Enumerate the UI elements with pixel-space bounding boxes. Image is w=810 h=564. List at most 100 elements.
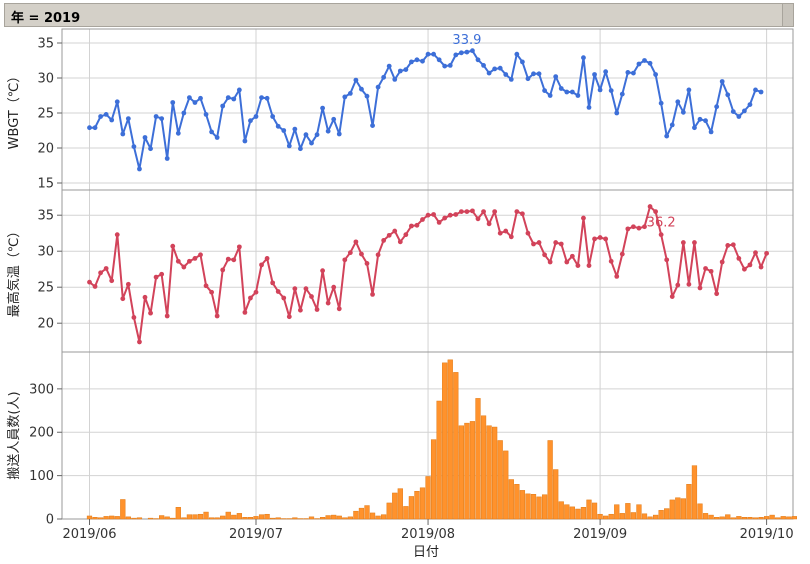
temp-point xyxy=(187,258,192,264)
count-panel xyxy=(86,359,797,520)
count-bar xyxy=(86,515,93,520)
count-y-tick-label: 300 xyxy=(29,382,54,397)
wbgt-point xyxy=(214,135,220,140)
count-bar xyxy=(292,517,298,520)
x-tick-label: 2019/08 xyxy=(401,527,455,542)
temp-point xyxy=(458,209,464,215)
count-bar xyxy=(419,487,426,520)
count-bar xyxy=(658,510,664,520)
wbgt-point xyxy=(298,146,303,152)
wbgt-y-tick-label: 35 xyxy=(37,37,54,52)
wbgt-point xyxy=(697,116,703,122)
count-bar xyxy=(652,514,659,520)
temp-point xyxy=(436,220,442,225)
x-axis-label: 日付 xyxy=(413,545,439,560)
temp-point xyxy=(647,204,653,209)
wbgt-point xyxy=(631,70,636,76)
x-tick-label: 2019/06 xyxy=(62,527,116,542)
temp-point xyxy=(342,257,348,263)
temp-point xyxy=(120,296,126,302)
count-bar xyxy=(447,359,453,520)
count-bar xyxy=(369,512,376,520)
count-bar xyxy=(547,440,553,520)
wbgt-point xyxy=(309,140,314,146)
count-bar xyxy=(342,517,348,520)
wbgt-point xyxy=(442,63,448,69)
count-bar xyxy=(630,512,637,520)
temp-point xyxy=(597,235,603,240)
wbgt-point xyxy=(520,59,525,65)
count-bar xyxy=(336,515,342,520)
temp-point xyxy=(114,232,120,238)
count-bar xyxy=(514,484,520,520)
group-header-title: 年 = 2019 xyxy=(11,11,81,26)
wbgt-point xyxy=(114,99,120,105)
temp-point xyxy=(680,240,686,245)
temp-point xyxy=(87,279,92,285)
wbgt-point xyxy=(187,95,192,100)
count-bar xyxy=(258,514,265,520)
wbgt-max-label: 33.9 xyxy=(452,33,481,48)
temp-point xyxy=(492,209,498,215)
wbgt-point xyxy=(203,112,209,117)
wbgt-point xyxy=(364,93,370,99)
wbgt-point xyxy=(331,116,337,122)
header-scroll-handle[interactable] xyxy=(782,4,793,26)
wbgt-point xyxy=(458,50,464,56)
count-bar xyxy=(414,490,420,520)
wbgt-point xyxy=(409,59,414,65)
wbgt-point xyxy=(642,58,647,63)
wbgt-series-line xyxy=(89,49,762,170)
temp-point xyxy=(675,282,681,288)
temp-point xyxy=(286,314,292,320)
x-tick-label: 2019/10 xyxy=(740,527,794,542)
count-bar xyxy=(464,422,470,520)
wbgt-point xyxy=(586,105,592,110)
wbgt-point xyxy=(669,122,675,128)
temp-point xyxy=(364,261,370,266)
count-bar xyxy=(591,502,598,520)
temp-point xyxy=(697,285,703,291)
wbgt-point xyxy=(692,125,697,131)
wbgt-point xyxy=(531,71,536,77)
count-bar xyxy=(503,450,509,520)
temp-point xyxy=(148,310,153,316)
wbgt-point xyxy=(497,65,503,71)
temp-point xyxy=(719,259,725,265)
temp-point xyxy=(703,266,708,271)
temp-point xyxy=(170,243,176,249)
count-bar xyxy=(392,492,398,520)
wbgt-point xyxy=(131,144,137,150)
wbgt-point xyxy=(425,51,431,57)
wbgt-point xyxy=(503,72,509,77)
wbgt-point xyxy=(736,114,742,119)
temp-point xyxy=(192,256,198,261)
count-bar xyxy=(92,517,98,520)
count-bar xyxy=(775,517,781,520)
count-bar xyxy=(408,496,415,520)
temp-point xyxy=(125,281,131,287)
temp-point xyxy=(181,264,187,270)
wbgt-point xyxy=(325,128,331,134)
count-bar xyxy=(492,426,498,520)
wbgt-point xyxy=(658,100,664,106)
count-bar xyxy=(430,439,437,520)
wbgt-point xyxy=(225,95,231,100)
temp-point xyxy=(381,238,387,243)
temp-point xyxy=(253,289,259,295)
wbgt-point xyxy=(148,146,153,152)
count-bar xyxy=(486,425,492,520)
temp-point xyxy=(758,264,764,270)
wbgt-point xyxy=(142,135,148,140)
count-bar xyxy=(553,469,559,520)
count-bar xyxy=(480,415,487,520)
count-bar xyxy=(575,508,581,520)
wbgt-point xyxy=(220,103,226,109)
count-bar xyxy=(225,511,231,520)
count-bar xyxy=(453,372,459,520)
temp-y-tick-label: 25 xyxy=(37,281,54,296)
wbgt-point xyxy=(558,86,564,91)
wbgt-point xyxy=(475,57,481,63)
wbgt-point xyxy=(109,117,115,123)
temp-point xyxy=(736,256,742,261)
